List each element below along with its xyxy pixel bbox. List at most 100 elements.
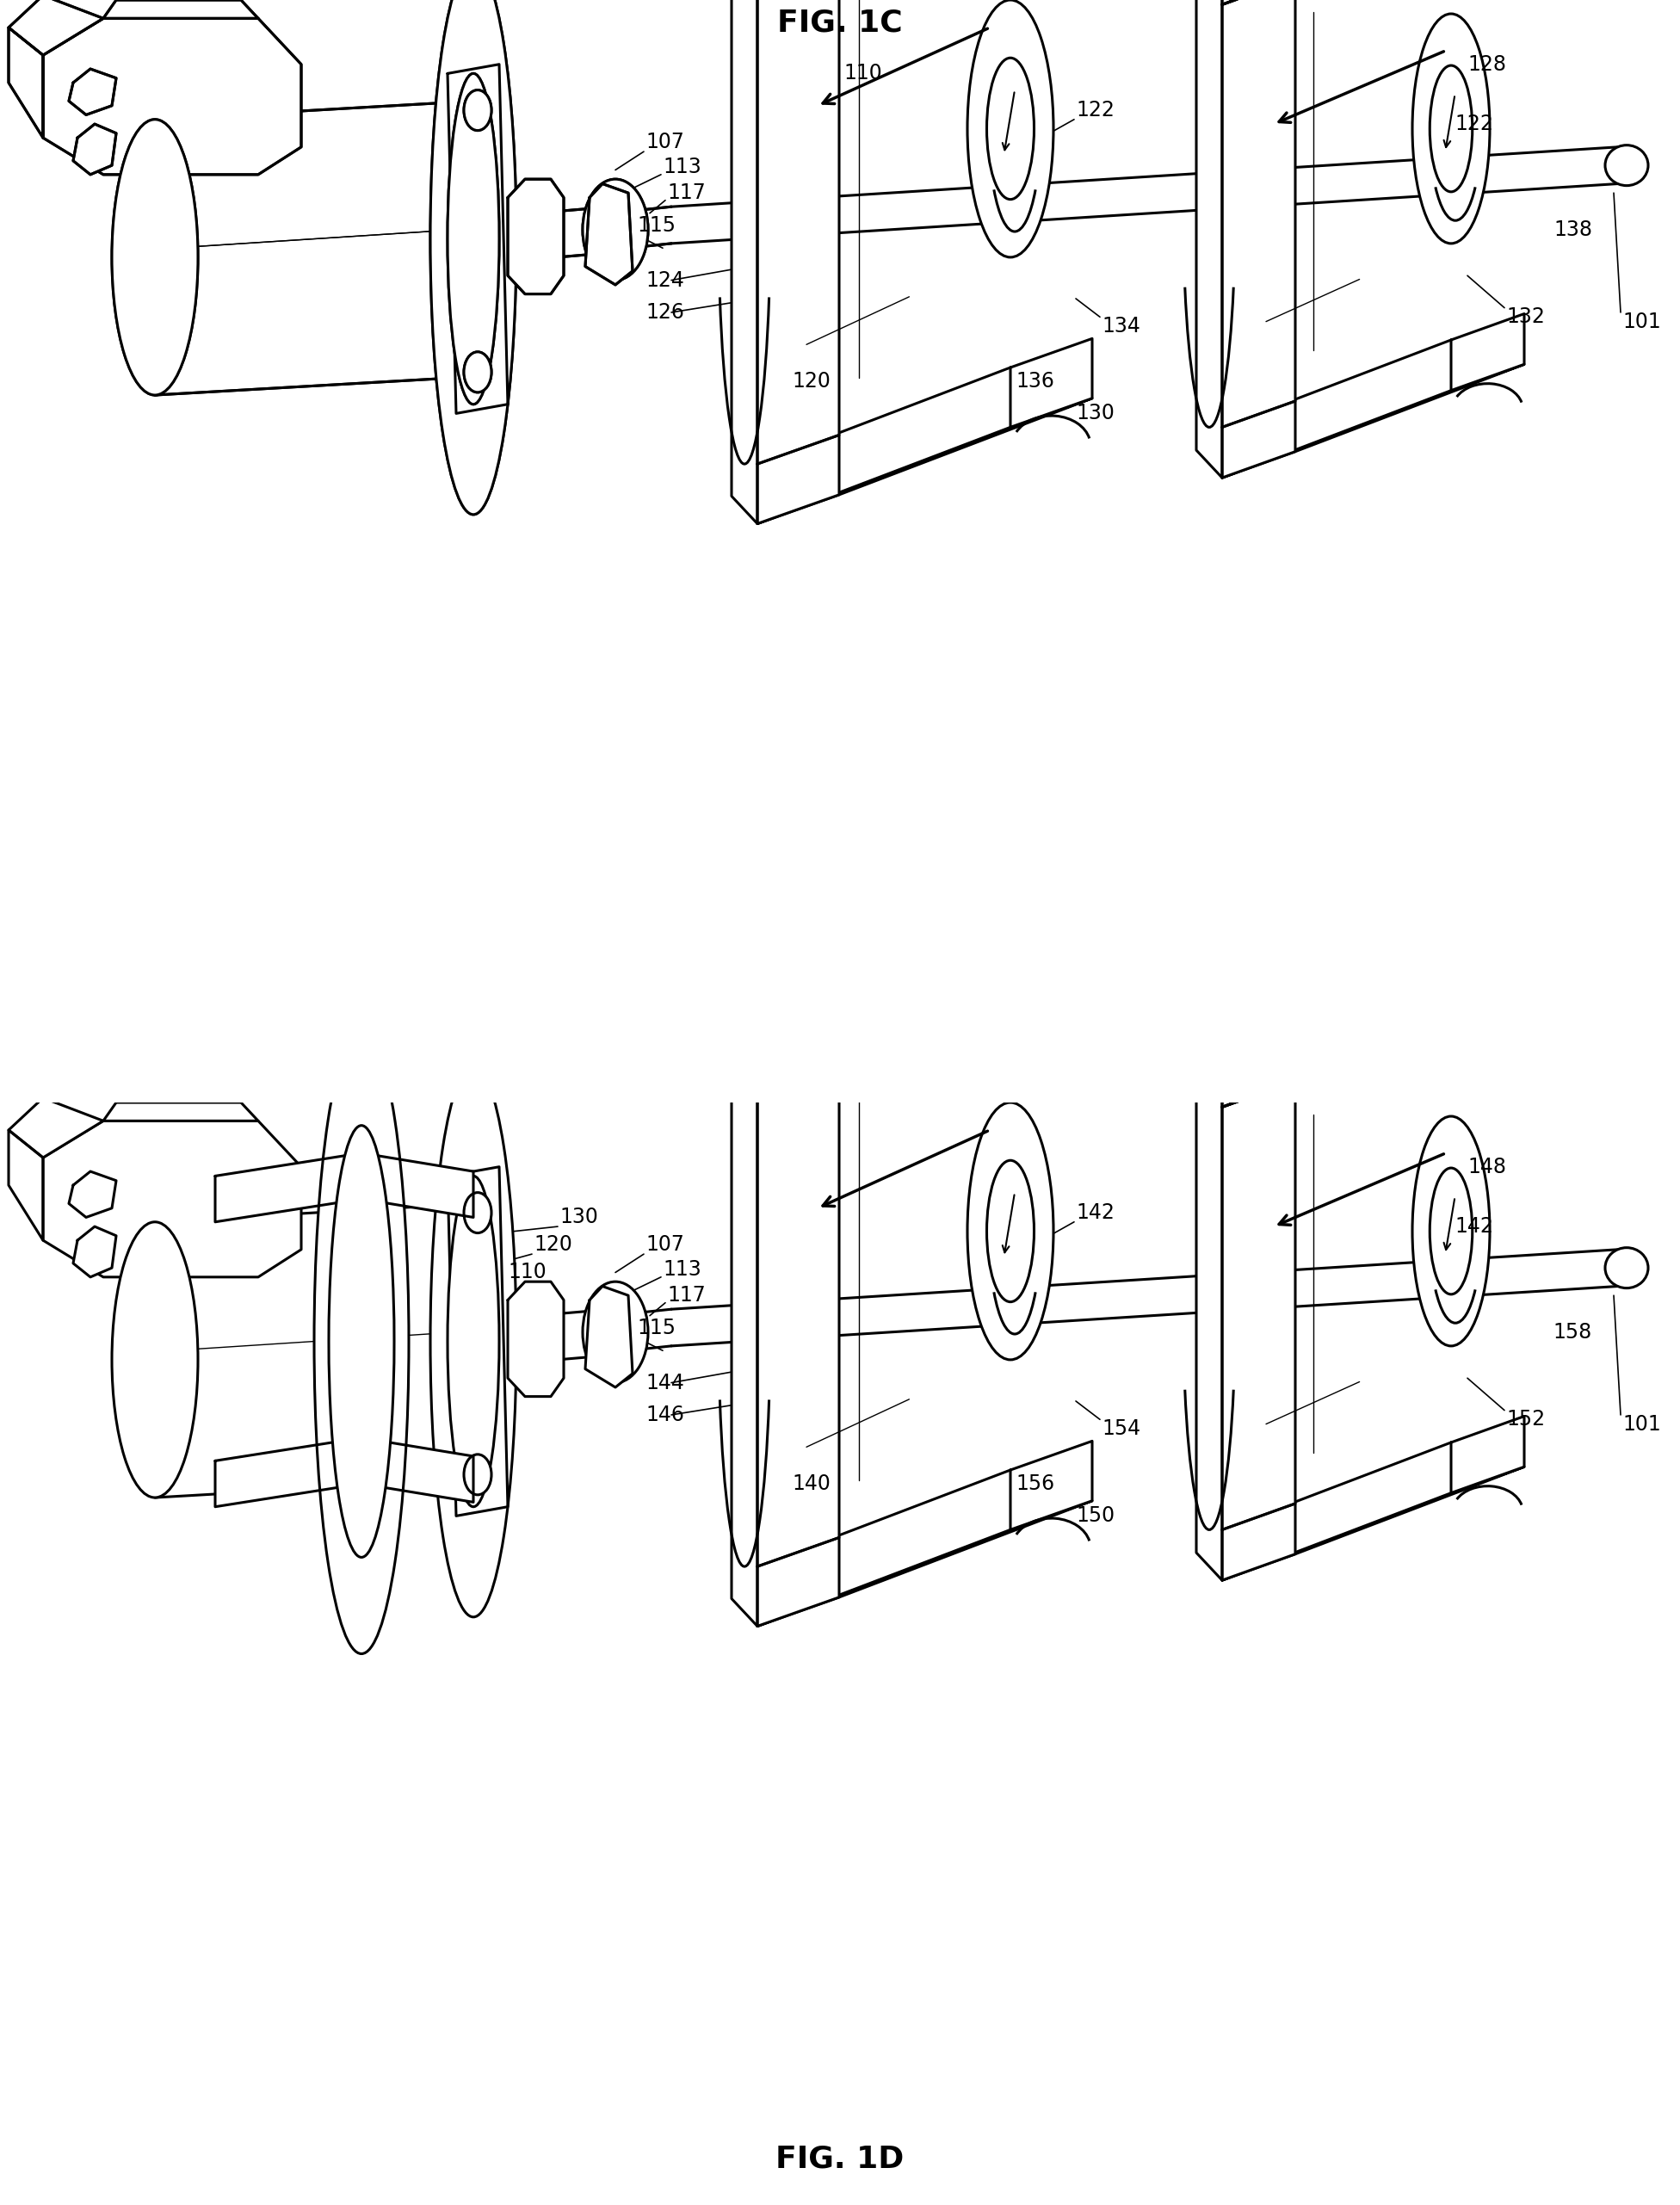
Ellipse shape: [447, 73, 499, 404]
Polygon shape: [1221, 944, 1524, 1056]
Polygon shape: [731, 1001, 758, 1627]
Polygon shape: [102, 0, 259, 18]
Polygon shape: [74, 123, 116, 174]
Polygon shape: [8, 0, 102, 55]
Polygon shape: [8, 0, 102, 55]
Polygon shape: [102, 1102, 259, 1120]
Text: 122: 122: [1455, 115, 1494, 135]
Polygon shape: [44, 18, 301, 174]
Polygon shape: [758, 964, 1092, 1089]
Polygon shape: [8, 29, 44, 137]
Ellipse shape: [1430, 1169, 1472, 1294]
Text: 144: 144: [645, 1372, 684, 1394]
Ellipse shape: [1430, 66, 1472, 192]
Ellipse shape: [329, 1125, 395, 1557]
Polygon shape: [1221, 994, 1524, 1107]
Text: 122: 122: [1075, 99, 1114, 121]
Ellipse shape: [464, 90, 492, 130]
Text: 117: 117: [667, 183, 706, 203]
Polygon shape: [585, 183, 633, 284]
Ellipse shape: [447, 1175, 499, 1506]
Ellipse shape: [314, 1030, 408, 1654]
Ellipse shape: [113, 119, 198, 395]
Ellipse shape: [968, 1102, 1053, 1360]
Polygon shape: [1221, 0, 1295, 428]
Ellipse shape: [430, 1065, 516, 1616]
Polygon shape: [1221, 401, 1295, 478]
Text: 113: 113: [662, 1259, 701, 1281]
Polygon shape: [758, 1001, 838, 1089]
Polygon shape: [585, 1286, 633, 1387]
Ellipse shape: [464, 1455, 492, 1495]
Polygon shape: [1452, 313, 1524, 390]
Polygon shape: [1221, 1030, 1295, 1107]
Ellipse shape: [464, 1193, 492, 1233]
Polygon shape: [1221, 0, 1524, 4]
Polygon shape: [8, 29, 44, 137]
Polygon shape: [758, 1502, 1092, 1627]
Polygon shape: [731, 0, 758, 523]
Polygon shape: [1452, 1416, 1524, 1493]
Ellipse shape: [430, 0, 516, 514]
Polygon shape: [69, 1171, 116, 1217]
Polygon shape: [1010, 904, 1092, 992]
Polygon shape: [447, 64, 507, 415]
Ellipse shape: [1413, 13, 1490, 243]
Ellipse shape: [464, 90, 492, 130]
Text: 138: 138: [1554, 218, 1593, 240]
Text: 146: 146: [645, 1405, 684, 1424]
Ellipse shape: [430, 0, 516, 514]
Ellipse shape: [986, 57, 1035, 198]
Text: 115: 115: [637, 1316, 675, 1338]
Text: 107: 107: [645, 1235, 684, 1255]
Polygon shape: [1221, 1504, 1295, 1581]
Polygon shape: [215, 1438, 474, 1506]
Polygon shape: [74, 123, 116, 174]
Polygon shape: [447, 1166, 507, 1517]
Polygon shape: [447, 64, 507, 415]
Polygon shape: [102, 0, 259, 18]
Polygon shape: [1221, 364, 1524, 478]
Text: 134: 134: [1102, 315, 1141, 337]
Ellipse shape: [986, 1160, 1035, 1301]
Text: 132: 132: [1507, 306, 1546, 326]
Polygon shape: [758, 904, 1092, 1030]
Ellipse shape: [113, 1222, 198, 1497]
Text: 136: 136: [1016, 370, 1053, 392]
Text: 124: 124: [645, 269, 684, 291]
Ellipse shape: [113, 119, 198, 395]
Ellipse shape: [464, 353, 492, 392]
Ellipse shape: [464, 353, 492, 392]
Ellipse shape: [583, 179, 648, 280]
Polygon shape: [69, 68, 116, 115]
Text: 154: 154: [1102, 1418, 1141, 1440]
Text: 120: 120: [791, 370, 830, 392]
Polygon shape: [758, 434, 838, 523]
Text: 110: 110: [843, 64, 882, 84]
Ellipse shape: [583, 1281, 648, 1383]
Polygon shape: [1196, 1030, 1221, 1581]
Text: 148: 148: [1467, 1155, 1507, 1177]
Polygon shape: [1196, 0, 1221, 478]
Polygon shape: [44, 18, 301, 174]
Text: 156: 156: [1016, 1473, 1055, 1495]
Polygon shape: [8, 1098, 102, 1158]
Text: 130: 130: [1075, 404, 1114, 423]
Text: 140: 140: [791, 1473, 830, 1495]
Text: FIG. 1C: FIG. 1C: [778, 9, 902, 37]
Text: 101: 101: [1623, 1413, 1662, 1435]
Polygon shape: [1221, 0, 1295, 4]
Polygon shape: [1010, 340, 1092, 428]
Polygon shape: [69, 68, 116, 115]
Text: 130: 130: [559, 1206, 598, 1228]
Ellipse shape: [447, 73, 499, 404]
Polygon shape: [1010, 1442, 1092, 1530]
Polygon shape: [758, 1537, 838, 1627]
Polygon shape: [215, 1153, 474, 1222]
Text: 115: 115: [637, 214, 675, 236]
Text: 150: 150: [1075, 1506, 1114, 1526]
Text: 110: 110: [507, 1261, 546, 1283]
Polygon shape: [1452, 944, 1524, 1019]
Text: 126: 126: [645, 302, 684, 322]
Polygon shape: [1221, 1466, 1524, 1581]
